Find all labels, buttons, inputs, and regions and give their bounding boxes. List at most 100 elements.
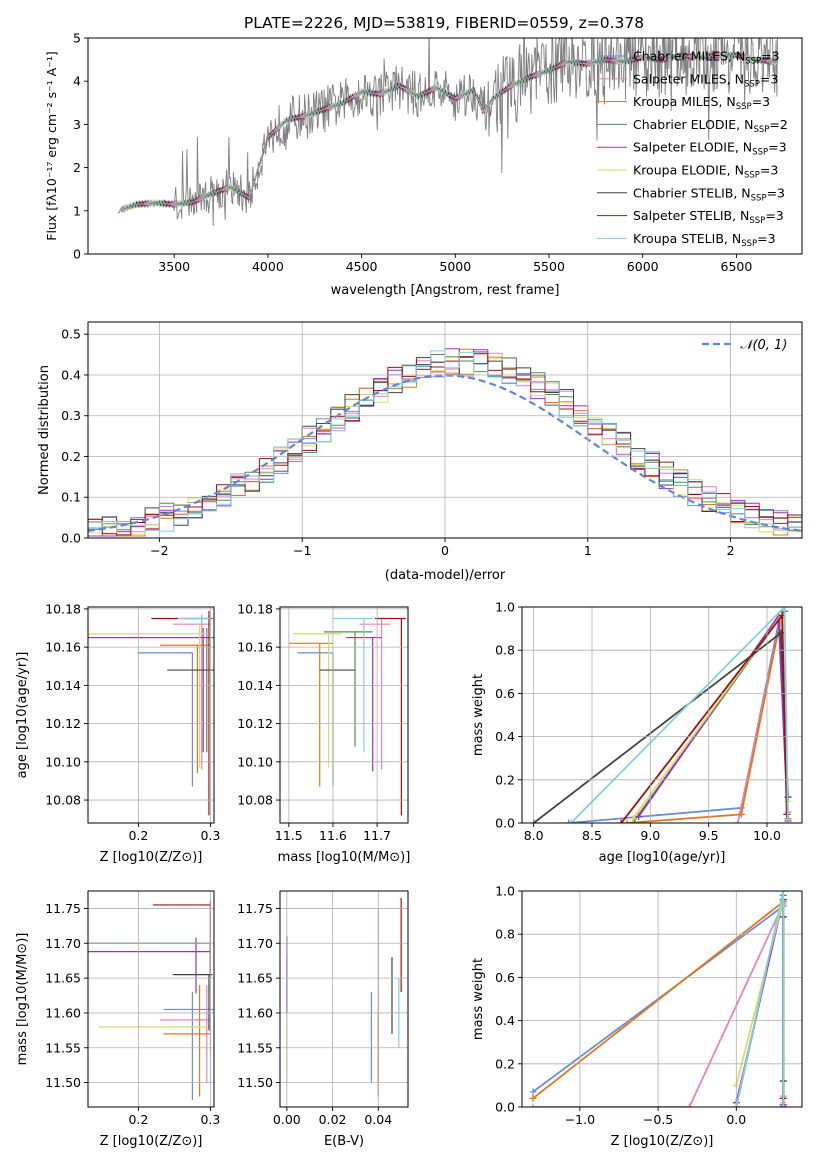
- x-tick-label: 11.7: [363, 828, 391, 843]
- errorbar-point-2: [172, 614, 211, 770]
- y-tick-label: 0.4: [61, 367, 81, 382]
- x-axis-label: E(B-V): [324, 1134, 364, 1149]
- x-tick-label: 11.5: [275, 828, 303, 843]
- x-tick-label: 0.2: [128, 1112, 148, 1127]
- plot-area-mass-vs-metallicity: [88, 901, 214, 1101]
- errorbar-point-2: [359, 618, 391, 770]
- y-tick-label: 4: [73, 74, 81, 89]
- x-axis-label: (data-model)/error: [385, 568, 506, 583]
- errorbar-point-5: [88, 937, 211, 994]
- y-tick-label: 1: [73, 203, 81, 218]
- weight-series-9: [735, 891, 785, 1107]
- x-tick-label: 0.2: [128, 828, 148, 843]
- weight-marker: [685, 1103, 693, 1107]
- y-tick-label: 1.0: [495, 884, 515, 899]
- y-tick-label: 0.2: [495, 772, 515, 787]
- x-tick-label: 4000: [252, 259, 284, 274]
- legend-entry: Chabrier MILES, NSSP=3: [633, 49, 780, 67]
- weight-marker: [783, 810, 791, 818]
- errorbar-point-1: [297, 652, 334, 787]
- errorbar-point-8: [152, 901, 211, 975]
- y-tick-label: 1.0: [495, 600, 515, 615]
- axes-frame: [279, 890, 409, 1108]
- y-tick-label: 11.50: [237, 1075, 273, 1090]
- weight-marker: [623, 819, 631, 823]
- y-axis-label: Flux [fλ10⁻¹⁷ erg cm⁻² s⁻¹ A⁻¹]: [44, 51, 59, 240]
- x-tick-label: 1: [584, 543, 592, 558]
- x-tick-label: 5500: [533, 259, 565, 274]
- x-axis-label: age [log10(age/yr)]: [599, 850, 726, 865]
- y-axis-label: Normed distribution: [37, 365, 52, 495]
- errorbar-point-4: [88, 942, 211, 979]
- y-tick-label: 0.8: [495, 927, 515, 942]
- panel-mass-vs-metallicity: 0.2 0.3 11.50 11.55 11.60 11.65 11.70 11.75 Z [l…: [15, 890, 220, 1149]
- x-tick-label: 6500: [721, 259, 753, 274]
- y-tick-label: 0.0: [495, 816, 515, 831]
- y-tick-label: 10.08: [237, 793, 273, 808]
- x-tick-label: 9.0: [640, 828, 660, 843]
- errorbar-point-6: [293, 633, 342, 768]
- errorbar-point-8: [374, 617, 406, 816]
- y-tick-label: 11.60: [45, 1005, 81, 1020]
- weight-marker: [737, 810, 745, 818]
- y-tick-label: 10.12: [45, 716, 81, 731]
- y-tick-label: 0.4: [495, 1013, 515, 1028]
- x-tick-label: −2: [150, 543, 168, 558]
- x-axis-label: Z [log10(Z/Z⊙)]: [611, 1134, 714, 1149]
- panel-age-vs-mass: 11.5 11.6 11.7 10.08 10.10 10.12 10.14 10.16 10.…: [237, 601, 410, 865]
- x-tick-label: 8.5: [582, 828, 602, 843]
- y-tick-label: 3: [73, 117, 81, 132]
- weight-marker: [629, 815, 637, 823]
- y-tick-label: 11.55: [237, 1040, 273, 1055]
- y-tick-label: 0.4: [495, 729, 515, 744]
- y-tick-label: 11.75: [237, 901, 273, 916]
- y-tick-label: 10.14: [45, 678, 81, 693]
- errorbar-point-1: [137, 652, 193, 787]
- panel-age-vs-metallicity: 0.2 0.3 10.08 10.10 10.12 10.14 10.16 10.18 Z [l…: [15, 601, 220, 865]
- weight-series-5: [637, 612, 789, 821]
- errorbar-point-3: [160, 644, 211, 774]
- y-tick-label: 11.55: [45, 1040, 81, 1055]
- errorbar-point-3: [163, 985, 211, 1097]
- weight-marker: [734, 819, 742, 823]
- x-axis-label: wavelength [Angstrom, rest frame]: [331, 283, 560, 298]
- y-tick-label: 5: [73, 31, 81, 46]
- legend-entry: Kroupa MILES, NSSP=3: [633, 94, 770, 112]
- axes-frame: [279, 606, 409, 824]
- x-tick-label: 0.3: [200, 1112, 220, 1127]
- errorbar-point-4: [324, 631, 373, 747]
- x-tick-label: 0.00: [273, 1112, 301, 1127]
- axes-frame: [87, 37, 803, 255]
- legend-entry: Salpeter ELODIE, NSSP=3: [633, 140, 787, 158]
- y-tick-label: 10.14: [237, 678, 273, 693]
- plot-area-age-vs-metallicity: [88, 610, 214, 816]
- x-tick-label: 0.02: [319, 1112, 347, 1127]
- weight-marker: [567, 819, 575, 823]
- panel-spectrum: 3500 4000 4500 5000 5500 6000 6500 0 1 2 3 4 5 wavele…: [44, 31, 803, 298]
- legend-entry: 𝒩(0, 1): [740, 338, 787, 353]
- y-tick-label: 0.6: [495, 970, 515, 985]
- x-tick-label: −1.0: [565, 1112, 595, 1127]
- axes-frame: [87, 890, 215, 1108]
- plot-area-spectrum: [117, 38, 778, 227]
- y-axis-label: age [log10(age/yr)]: [15, 652, 30, 779]
- legend-entry: Salpeter STELIB, NSSP=3: [633, 208, 784, 226]
- x-axis-label: Z [log10(Z/Z⊙)]: [100, 1134, 203, 1149]
- weight-marker: [529, 1088, 537, 1096]
- x-tick-label: 0.3: [200, 828, 220, 843]
- legend-entry: Chabrier STELIB, NSSP=3: [633, 185, 785, 203]
- y-tick-label: 0.1: [61, 490, 81, 505]
- y-tick-label: 10.12: [237, 716, 273, 731]
- y-tick-label: 11.65: [45, 971, 81, 986]
- weight-series-7: [533, 631, 789, 823]
- x-tick-label: 2: [727, 543, 735, 558]
- y-tick-label: 11.70: [237, 936, 273, 951]
- axes-frame: [521, 606, 803, 824]
- weight-marker: [529, 1094, 537, 1102]
- weight-marker: [635, 813, 643, 821]
- y-axis-label: mass weight: [471, 674, 486, 756]
- weight-series-9: [570, 607, 789, 823]
- weight-marker: [779, 891, 787, 895]
- legend-entry: Kroupa STELIB, NSSP=3: [633, 231, 776, 249]
